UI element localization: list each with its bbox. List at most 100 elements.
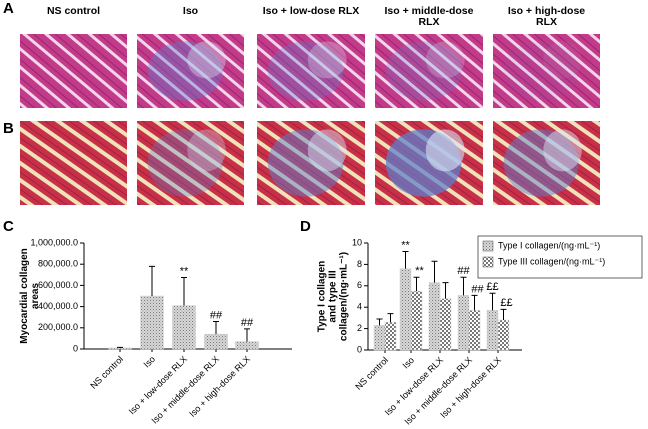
error-bar [500,308,507,321]
error-bar [431,260,438,283]
y-axis-label: and type III [328,270,339,322]
bar [439,298,452,351]
bar [428,282,441,351]
fibrosis-stain [307,41,347,79]
y-tick-label: 1,000,000.0 [30,237,78,247]
y-tick-label: 4 [357,302,362,312]
error-bar [376,318,383,326]
x-tick-label: Iso + low-dose RLX [127,354,189,416]
y-axis-label: Myocardial collagen [19,248,30,344]
fibrosis-stain [425,41,465,79]
x-tick-label: Iso [401,355,417,371]
histology-image [375,34,483,108]
bar [497,319,510,351]
significance-mark: ££ [486,281,498,293]
panel-label: B [3,120,14,137]
significance-mark: ** [401,239,410,251]
significance-mark: ## [457,265,470,277]
significance-mark: ## [241,317,254,329]
y-tick-label: 0 [73,343,78,353]
error-bar [442,282,449,299]
histology-image [137,34,244,108]
x-tick-label: NS control [353,355,390,392]
histology-image [20,121,127,205]
bar [410,290,423,351]
bar [108,347,132,350]
histology-image [20,34,127,108]
y-axis-label: Type I collagen [317,261,328,333]
fibrosis-stain [187,129,226,172]
legend-swatch [482,240,494,252]
column-header: Iso [183,5,198,17]
y-tick-label: 6 [357,280,362,290]
error-bar [413,276,420,292]
x-tick-label: Iso + high-dose RLX [187,354,252,419]
significance-mark: ## [210,309,223,321]
y-tick-label: 600,000.0 [38,280,78,290]
histology-image [493,121,600,205]
bar [486,310,499,351]
bar [140,295,164,350]
panel-label: D [300,218,311,235]
column-header: RLX [536,16,557,28]
column-header: Iso + low-dose RLX [263,5,360,17]
column-header: Iso + high-dose [508,5,585,17]
legend-label: Type I collagen/(ng·mL⁻¹) [498,240,600,250]
error-bar [149,265,155,296]
error-bar [387,313,394,323]
fibrosis-stain [503,41,579,101]
significance-mark: ££ [500,297,512,309]
bar [399,268,412,351]
error-bar [213,320,219,335]
legend-swatch [482,256,494,268]
fibrosis-stain [267,41,344,101]
bar [457,295,470,351]
y-tick-label: 400,000.0 [38,301,78,311]
error-bar [471,294,478,311]
error-bar [402,251,409,269]
bar [468,310,481,351]
significance-mark: ** [415,265,424,277]
x-tick-label: NS control [88,354,125,391]
y-tick-label: 10 [352,237,362,247]
bar [373,325,386,351]
figure-layer: ABC DNS control Iso Iso + low-dose RLX Iso +… [3,0,643,427]
y-axis-label: areas [30,282,41,309]
fibrosis-stain [543,41,582,79]
fibrosis-stain [503,129,579,197]
fibrosis-stain [307,129,347,172]
y-tick-label: 800,000.0 [38,259,78,269]
error-bar [244,328,250,342]
y-tick-label: 8 [357,259,362,269]
column-header: Iso + middle-dose [385,5,474,17]
significance-mark: ## [471,283,484,295]
column-header: NS control [47,5,100,17]
error-bar [489,292,496,311]
y-tick-label: 0 [357,344,362,354]
panel-label: A [3,0,14,17]
bar [172,305,196,350]
error-bar [181,276,187,306]
column-header: RLX [419,16,440,28]
panel-label: C [3,218,14,235]
y-tick-label: 200,000.0 [38,322,78,332]
bar [235,341,259,350]
fibrosis-stain [147,129,223,197]
error-bar [117,346,123,348]
y-tick-label: 2 [357,323,362,333]
histology-image [493,34,600,108]
error-bar [460,276,467,296]
x-tick-label: Iso [142,354,158,370]
y-axis-label: collagen/(ng·mL⁻¹) [339,252,350,341]
fibrosis-stain [385,41,462,101]
histology-image [257,121,365,205]
histology-image [257,34,365,108]
bar [384,321,397,351]
significance-mark: ** [180,265,189,277]
fibrosis-stain [543,129,582,172]
fibrosis-stain [267,129,344,197]
histology-image [137,121,244,205]
legend-box [477,235,643,279]
fibrosis-stain [425,129,465,172]
